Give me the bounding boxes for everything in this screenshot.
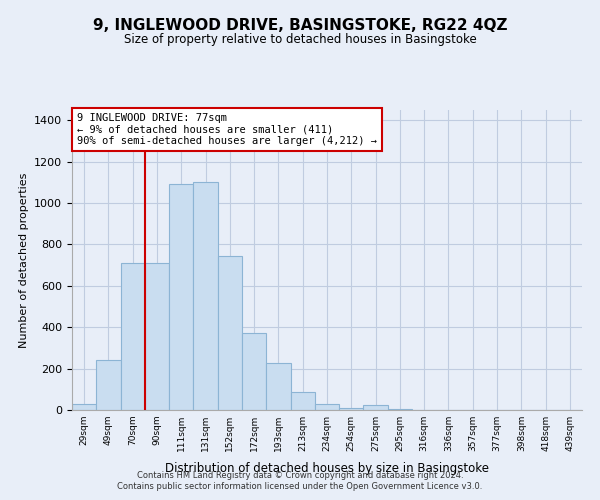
Bar: [193, 182, 218, 410]
Bar: [121, 263, 145, 410]
Bar: [315, 404, 339, 410]
Bar: [218, 256, 242, 410]
Text: 9, INGLEWOOD DRIVE, BASINGSTOKE, RG22 4QZ: 9, INGLEWOOD DRIVE, BASINGSTOKE, RG22 4Q…: [93, 18, 507, 32]
Bar: [364, 405, 388, 410]
Bar: [339, 408, 364, 410]
Text: Contains HM Land Registry data © Crown copyright and database right 2024.: Contains HM Land Registry data © Crown c…: [137, 470, 463, 480]
Text: Contains public sector information licensed under the Open Government Licence v3: Contains public sector information licen…: [118, 482, 482, 491]
Bar: [290, 392, 315, 410]
Bar: [96, 360, 121, 410]
Text: 9 INGLEWOOD DRIVE: 77sqm
← 9% of detached houses are smaller (411)
90% of semi-d: 9 INGLEWOOD DRIVE: 77sqm ← 9% of detache…: [77, 113, 377, 146]
Bar: [266, 364, 290, 410]
X-axis label: Distribution of detached houses by size in Basingstoke: Distribution of detached houses by size …: [165, 462, 489, 475]
Text: Size of property relative to detached houses in Basingstoke: Size of property relative to detached ho…: [124, 32, 476, 46]
Bar: [169, 184, 193, 410]
Bar: [242, 334, 266, 410]
Bar: [388, 409, 412, 410]
Bar: [145, 263, 169, 410]
Y-axis label: Number of detached properties: Number of detached properties: [19, 172, 29, 348]
Bar: [72, 404, 96, 410]
